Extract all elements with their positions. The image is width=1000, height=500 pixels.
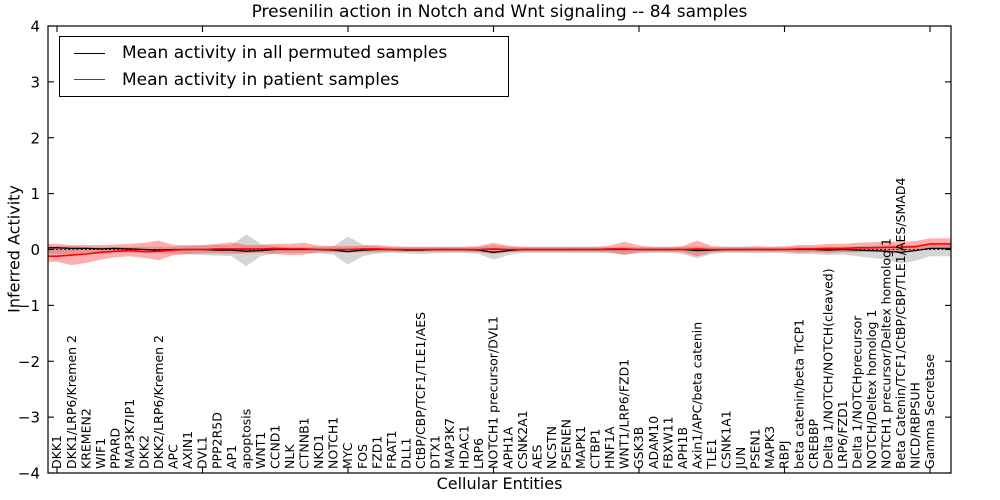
svg-text:CTBP1: CTBP1	[588, 429, 603, 469]
svg-text:NOTCH1 precursor/Deltex homolo: NOTCH1 precursor/Deltex homolog 1	[879, 238, 894, 469]
svg-text:Axin1/APC/beta catenin: Axin1/APC/beta catenin	[689, 322, 704, 469]
chart-title: Presenilin action in Notch and Wnt signa…	[251, 2, 748, 22]
svg-text:CTNNB1: CTNNB1	[297, 417, 312, 469]
svg-text:WNT1: WNT1	[253, 432, 268, 469]
svg-text:DLL1: DLL1	[398, 437, 413, 469]
svg-text:−4: −4	[18, 465, 40, 483]
svg-text:MAPK3: MAPK3	[762, 426, 777, 469]
svg-text:AP1: AP1	[224, 445, 239, 469]
svg-text:APH1B: APH1B	[675, 427, 690, 469]
y-axis-label: Inferred Activity	[4, 185, 24, 313]
legend: Mean activity in all permuted samples Me…	[59, 36, 509, 97]
svg-text:ADAM10: ADAM10	[646, 416, 661, 469]
svg-text:WNT1/LRP6/FZD1: WNT1/LRP6/FZD1	[617, 359, 632, 469]
svg-text:DVL1: DVL1	[195, 436, 210, 469]
svg-text:RBPJ: RBPJ	[777, 441, 792, 470]
svg-text:NICD/RBPSUH: NICD/RBPSUH	[908, 382, 923, 469]
svg-text:LRP6: LRP6	[471, 438, 486, 469]
svg-text:FZD1: FZD1	[369, 436, 384, 469]
svg-text:DKK1/LRP6/Kremen 2: DKK1/LRP6/Kremen 2	[64, 335, 79, 469]
legend-line-swatch-permuted	[74, 52, 105, 54]
svg-text:NOTCH1: NOTCH1	[326, 417, 341, 469]
svg-text:CtBP/CBP/TCF1/TLE1/AES: CtBP/CBP/TCF1/TLE1/AES	[413, 312, 428, 469]
svg-text:TLE1: TLE1	[704, 439, 719, 470]
x-axis-label: Cellular Entities	[436, 474, 563, 493]
svg-text:NOTCH/Deltex homolog 1: NOTCH/Deltex homolog 1	[864, 310, 879, 469]
svg-text:CSNK2A1: CSNK2A1	[515, 410, 530, 469]
svg-text:PPARD: PPARD	[107, 428, 122, 469]
svg-text:GSK3B: GSK3B	[631, 427, 646, 469]
svg-text:3: 3	[30, 73, 40, 91]
svg-text:CREBBP: CREBBP	[806, 419, 821, 469]
svg-text:Delta 1/NOTCHprecursor: Delta 1/NOTCHprecursor	[850, 315, 865, 469]
svg-text:APC: APC	[166, 444, 181, 469]
svg-text:LRP6/FZD1: LRP6/FZD1	[835, 400, 850, 469]
svg-text:CSNK1A1: CSNK1A1	[719, 410, 734, 469]
svg-text:WIF1: WIF1	[93, 438, 108, 469]
svg-text:DKK2/LRP6/Kremen 2: DKK2/LRP6/Kremen 2	[151, 335, 166, 469]
legend-item-permuted: Mean activity in all permuted samples	[60, 43, 508, 63]
svg-text:AXIN1: AXIN1	[180, 431, 195, 469]
svg-text:CCND1: CCND1	[267, 425, 282, 469]
svg-text:DTX1: DTX1	[428, 435, 443, 469]
svg-text:FOS: FOS	[355, 444, 370, 469]
svg-text:1: 1	[30, 185, 40, 203]
svg-text:PPP2R5D: PPP2R5D	[209, 412, 224, 469]
svg-text:MYC: MYC	[340, 442, 355, 469]
svg-text:HDAC1: HDAC1	[457, 425, 472, 469]
svg-text:NLK: NLK	[282, 444, 297, 469]
legend-label-patient: Mean activity in patient samples	[122, 69, 400, 90]
svg-text:PSEN1: PSEN1	[748, 428, 763, 469]
svg-text:−3: −3	[18, 409, 40, 427]
svg-text:−2: −2	[18, 353, 40, 371]
legend-line-swatch-patient	[74, 79, 105, 81]
svg-text:APH1A: APH1A	[500, 427, 515, 469]
legend-item-patient: Mean activity in patient samples	[60, 70, 508, 90]
svg-text:MAPK1: MAPK1	[573, 426, 588, 469]
svg-text:DKK2: DKK2	[137, 435, 152, 469]
svg-text:NKD1: NKD1	[311, 434, 326, 469]
svg-text:FBXW11: FBXW11	[660, 416, 675, 469]
svg-text:apoptosis: apoptosis	[238, 409, 253, 469]
svg-text:NCSTN: NCSTN	[544, 426, 559, 469]
svg-text:KREMEN2: KREMEN2	[78, 408, 93, 469]
svg-text:JUN: JUN	[733, 447, 748, 470]
legend-label-permuted: Mean activity in all permuted samples	[122, 43, 448, 64]
svg-text:NOTCH1 precursor/DVL1: NOTCH1 precursor/DVL1	[486, 316, 501, 469]
svg-text:PSENEN: PSENEN	[559, 419, 574, 469]
svg-text:4: 4	[30, 18, 40, 36]
svg-text:AES: AES	[529, 445, 544, 469]
svg-text:beta catenin/beta TrCP1: beta catenin/beta TrCP1	[791, 319, 806, 469]
svg-text:Delta 1/NOTCH/NOTCH(cleaved): Delta 1/NOTCH/NOTCH(cleaved)	[820, 268, 835, 469]
svg-text:FRAT1: FRAT1	[384, 430, 399, 469]
svg-text:2: 2	[30, 129, 40, 147]
svg-text:MAP3K7IP1: MAP3K7IP1	[122, 399, 137, 469]
svg-text:Gamma Secretase: Gamma Secretase	[922, 354, 937, 469]
svg-text:MAP3K7: MAP3K7	[442, 418, 457, 469]
svg-text:Beta Catenin/TCF1/CtBP/CBP/TLE: Beta Catenin/TCF1/CtBP/CBP/TLE1/AES/SMAD…	[893, 178, 908, 469]
svg-text:−1: −1	[18, 297, 40, 315]
svg-text:HNF1A: HNF1A	[602, 426, 617, 469]
svg-text:0: 0	[30, 241, 40, 259]
svg-text:DKK1: DKK1	[49, 435, 64, 469]
